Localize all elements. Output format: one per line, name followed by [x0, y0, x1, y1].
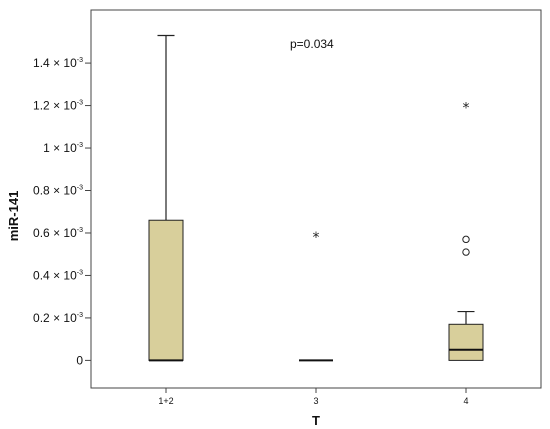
box-body — [448, 323, 484, 361]
x-axis: 1+2 3 4 — [158, 388, 469, 406]
y-tick-label: 0.4 × 10-3 — [33, 268, 83, 282]
y-tick-label: 1.2 × 10-3 — [33, 99, 83, 113]
box-group: * — [448, 101, 484, 361]
box-group: * — [299, 230, 333, 362]
y-axis-title: miR-141 — [6, 191, 21, 242]
box-body — [148, 219, 184, 361]
y-tick-exponent: -3 — [77, 269, 83, 276]
y-tick-exponent: -3 — [77, 57, 83, 64]
box-group — [148, 34, 184, 362]
outlier-point — [462, 248, 470, 256]
y-tick-exponent: -3 — [77, 312, 83, 319]
x-tick-label: 3 — [313, 396, 318, 406]
y-tick-label: 0.2 × 10-3 — [33, 311, 83, 325]
p-value-annotation: p=0.034 — [290, 37, 334, 51]
x-tick-label: 1+2 — [158, 396, 173, 406]
x-axis-title: T — [312, 413, 320, 428]
outlier-point — [462, 235, 470, 244]
y-axis: 0 0.2 × 10-3 0.4 × 10-3 0.6 × 10-3 0.8 × 10-… — [33, 56, 91, 367]
extreme-point: * — [463, 101, 470, 117]
y-tick-label: 1 × 10-3 — [43, 141, 83, 155]
extreme-point: * — [313, 230, 320, 246]
y-tick-label: 0.6 × 10-3 — [33, 226, 83, 240]
y-tick-label: 0.8 × 10-3 — [33, 184, 83, 198]
box-series: ** — [148, 34, 484, 362]
x-tick-label: 4 — [463, 396, 468, 406]
y-tick-exponent: -3 — [77, 227, 83, 234]
y-tick-exponent: -3 — [77, 185, 83, 192]
y-tick-label: 1.4 × 10-3 — [33, 56, 83, 70]
y-tick-exponent: -3 — [77, 100, 83, 107]
y-tick-label: 0 — [76, 353, 83, 367]
y-tick-exponent: -3 — [77, 142, 83, 149]
